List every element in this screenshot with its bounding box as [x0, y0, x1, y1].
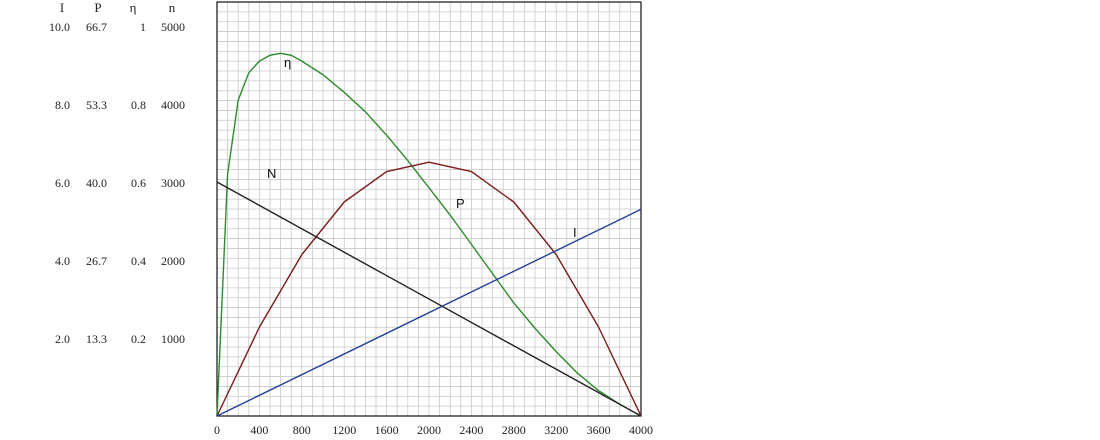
left-axis-tick-P: 13.3 [86, 332, 107, 346]
x-tick-label: 3200 [544, 423, 568, 437]
axis-label-layer: 0 400 800 1200 1600 2000 2400 2800 3200 3600 4000 I… [49, 0, 653, 437]
series-label-P: P [456, 196, 465, 211]
x-tick-label: 2800 [502, 423, 526, 437]
series-label-eta: η [284, 55, 291, 70]
series-label-layer: η P N I [267, 55, 577, 240]
left-axis-tick-P: 53.3 [86, 98, 107, 112]
left-axis-tick-eta: 1 [140, 20, 146, 34]
series-line-I [216, 208, 642, 417]
left-axis-header: n [169, 0, 176, 15]
left-axis-tick-P: 26.7 [86, 254, 107, 268]
left-axis-header: I [60, 0, 64, 15]
series-line-P [216, 161, 642, 417]
left-axis-tick-eta: 0.6 [131, 176, 146, 190]
left-axis-tick-n: 3000 [161, 176, 185, 190]
x-tick-label: 800 [293, 423, 311, 437]
left-axis-tick-I: 10.0 [49, 20, 70, 34]
left-axis-tick-n: 4000 [161, 98, 185, 112]
x-tick-label: 2000 [417, 423, 441, 437]
series-line-eta [216, 52, 642, 417]
left-axis-tick-I: 8.0 [55, 98, 70, 112]
series-label-I: I [573, 225, 577, 240]
left-axis-tick-n: 2000 [161, 254, 185, 268]
x-tick-label: 1200 [332, 423, 356, 437]
left-axis-tick-I: 6.0 [55, 176, 70, 190]
x-tick-label: 0 [214, 423, 220, 437]
series-line-n [216, 181, 642, 417]
left-axis-header: η [130, 0, 137, 15]
left-axis-tick-P: 40.0 [86, 176, 107, 190]
left-axis-tick-I: 4.0 [55, 254, 70, 268]
left-axis-header: P [94, 0, 101, 15]
series-label-n: N [267, 166, 276, 181]
plot-frame [216, 1, 642, 417]
x-tick-label: 3600 [587, 423, 611, 437]
left-axis-tick-eta: 0.2 [131, 332, 146, 346]
x-tick-label: 2400 [459, 423, 483, 437]
series-layer [216, 52, 642, 417]
grid-layer [216, 1, 642, 417]
left-axis-tick-n: 1000 [161, 332, 185, 346]
x-tick-label: 400 [250, 423, 268, 437]
left-axis-tick-eta: 0.8 [131, 98, 146, 112]
x-tick-label: 4000 [629, 423, 653, 437]
left-axis-tick-eta: 0.4 [131, 254, 146, 268]
left-axis-tick-I: 2.0 [55, 332, 70, 346]
left-axis-tick-P: 66.7 [86, 20, 107, 34]
plot-border [216, 1, 642, 417]
x-tick-label: 1600 [375, 423, 399, 437]
left-axis-tick-n: 5000 [161, 20, 185, 34]
